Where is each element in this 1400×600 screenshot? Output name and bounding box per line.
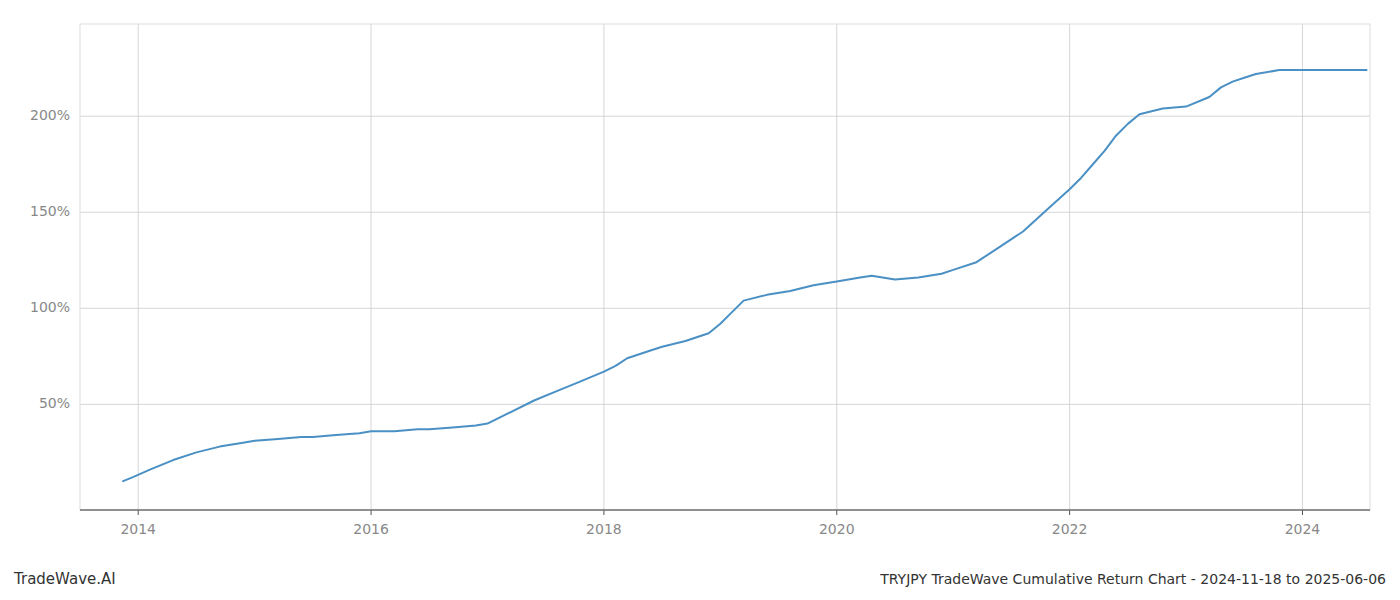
x-tick-label: 2016 <box>353 521 389 537</box>
x-tick-label: 2024 <box>1285 521 1321 537</box>
x-tick-label: 2018 <box>586 521 622 537</box>
background <box>0 0 1400 600</box>
y-grid-line <box>80 116 1370 117</box>
x-grid-line <box>603 24 604 510</box>
chart-svg: 50% 100% 150% 200% 2014 2016 2018 2020 2022 2024 T… <box>0 0 1400 600</box>
axes: 50% 100% 150% 200% 2014 2016 2018 2020 2022 2024 <box>30 24 1370 537</box>
x-tick-mark <box>138 510 139 515</box>
watermark: TradeWave.AI <box>13 570 116 588</box>
x-grid-line <box>836 24 837 510</box>
x-tick-mark <box>836 510 837 515</box>
x-grid-line <box>1069 24 1070 510</box>
y-tick-label: 200% <box>30 107 70 123</box>
x-grid-line <box>1302 24 1303 510</box>
x-grid-line <box>138 24 139 510</box>
x-tick-label: 2014 <box>120 521 156 537</box>
y-tick-label: 100% <box>30 299 70 315</box>
y-grid-line <box>80 404 1370 405</box>
y-tick-label: 50% <box>39 395 70 411</box>
y-grid-line <box>80 308 1370 309</box>
x-tick-mark <box>1069 510 1070 515</box>
line-series <box>123 70 1366 481</box>
x-tick-mark <box>371 510 372 515</box>
x-tick-label: 2022 <box>1052 521 1088 537</box>
chart-container: 50% 100% 150% 200% 2014 2016 2018 2020 2022 2024 T… <box>0 0 1400 600</box>
texts: TradeWave.AI TRYJPY TradeWave Cumulative … <box>13 570 1386 588</box>
x-tick-mark <box>603 510 604 515</box>
x-tick-mark <box>1302 510 1303 515</box>
y-grid-line <box>80 212 1370 213</box>
x-axis-line <box>80 510 1370 511</box>
title: TRYJPY TradeWave Cumulative Return Chart… <box>879 571 1386 587</box>
plot-frame <box>80 24 1370 510</box>
x-grid-line <box>371 24 372 510</box>
plot-data <box>123 70 1366 481</box>
grid <box>80 24 1370 510</box>
x-tick-label: 2020 <box>819 521 855 537</box>
y-tick-label: 150% <box>30 203 70 219</box>
